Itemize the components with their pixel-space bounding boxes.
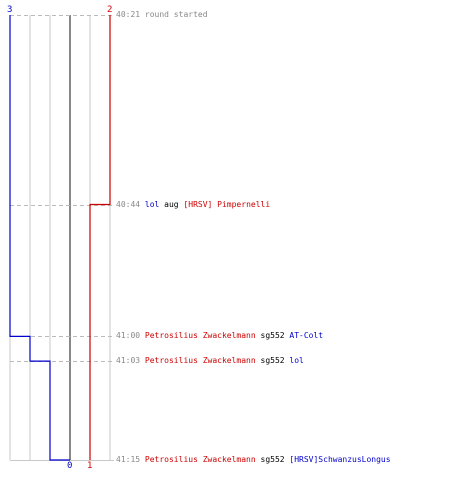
event-row: 40:44 lol aug [HRSV] Pimpernelli	[116, 200, 270, 210]
series-line-1	[89, 15, 111, 460]
event-text: sg552	[255, 455, 290, 464]
event-text: aug	[159, 200, 184, 209]
top-score-label-1: 2	[107, 5, 113, 15]
event-text: Petrosilius Zwackelmann	[144, 356, 256, 365]
event-text: round started	[144, 10, 208, 19]
event-text: AT-Colt	[289, 331, 324, 340]
event-row: 40:21 round started	[116, 10, 208, 20]
event-row: 41:15 Petrosilius Zwackelmann sg552 [HRS…	[116, 455, 391, 465]
event-text: Petrosilius Zwackelmann	[144, 455, 256, 464]
event-text: Petrosilius Zwackelmann	[144, 331, 256, 340]
event-time: 41:15	[116, 455, 145, 464]
event-text: sg552	[255, 331, 290, 340]
series-line-0	[9, 15, 70, 461]
event-text: [HRSV]SchwanzusLongus	[289, 455, 391, 464]
event-text: lol	[289, 356, 304, 365]
event-text: [HRSV] Pimpernelli	[183, 200, 271, 209]
bottom-score-label-1: 1	[87, 461, 93, 471]
event-row: 41:03 Petrosilius Zwackelmann sg552 lol	[116, 356, 304, 366]
event-text: sg552	[255, 356, 290, 365]
event-time: 40:21	[116, 10, 145, 19]
event-text: lol	[144, 200, 160, 209]
event-time: 41:03	[116, 356, 145, 365]
event-row: 41:00 Petrosilius Zwackelmann sg552 AT-C…	[116, 331, 323, 341]
bottom-score-label-0: 0	[67, 461, 73, 471]
event-time: 41:00	[116, 331, 145, 340]
event-time: 40:44	[116, 200, 145, 209]
top-score-label-0: 3	[7, 5, 13, 15]
